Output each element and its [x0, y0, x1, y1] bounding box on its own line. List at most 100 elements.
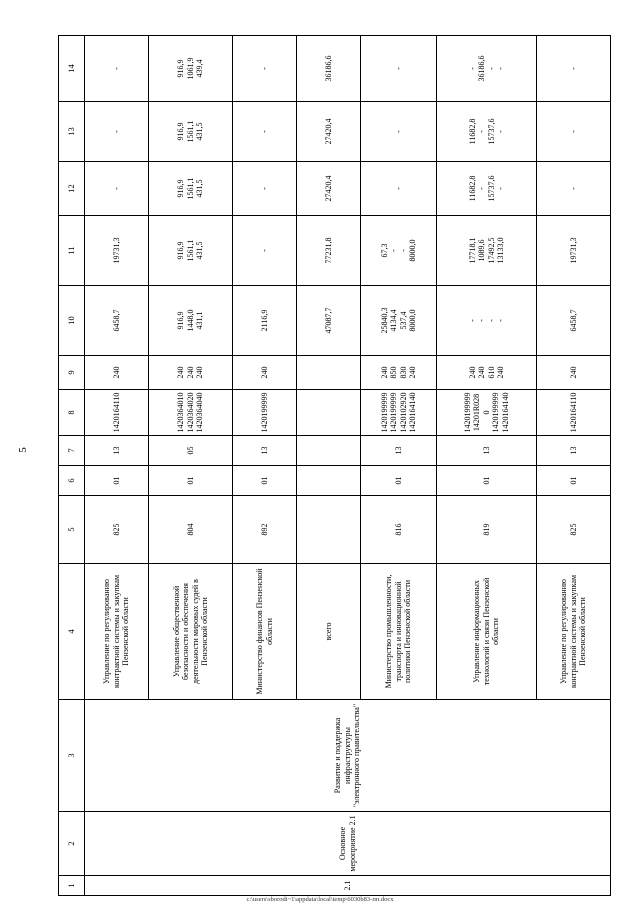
- cell-executor: Управление по регулированию контрактной …: [84, 563, 149, 700]
- column-number-header: 3: [58, 699, 85, 812]
- cell-vr: 240: [232, 355, 297, 390]
- cell-amount: 19731,3: [536, 215, 611, 286]
- cell-amount: 11682,8 - 15737,6 -: [436, 161, 537, 216]
- cell-vr: 240 240 240: [148, 355, 233, 390]
- cell-rz: 01: [436, 465, 537, 496]
- column-number-header: 14: [58, 35, 85, 102]
- cell-csr: 1420199999: [232, 389, 297, 436]
- cell-vr: [296, 355, 361, 390]
- column-number-header: 13: [58, 101, 85, 162]
- header-row: 1 2 3 4 5 6 7 8 9 10 11 12 13 14: [58, 35, 85, 896]
- cell-grbs: [296, 495, 361, 564]
- cell-pr: 13: [232, 435, 297, 466]
- cell-amount: 916,9 1561,1 431,5: [148, 161, 233, 216]
- cell-rz: 01: [536, 465, 611, 496]
- cell-pr: [296, 435, 361, 466]
- cell-vr: 240 850 830 240: [360, 355, 437, 390]
- cell-grbs: 816: [360, 495, 437, 564]
- cell-pr: 13: [436, 435, 537, 466]
- column-number-header: 6: [58, 465, 85, 496]
- cell-amount: 25840,3 4134,4 537,4 8000,0: [360, 285, 437, 356]
- cell-amount: -: [84, 101, 149, 162]
- cell-grbs: 819: [436, 495, 537, 564]
- cell-amount: 17718,1 1089,6 17492,5 13133,0: [436, 215, 537, 286]
- cell-measure-title: Основное мероприятие 2.1: [84, 811, 611, 876]
- cell-amount-total: 27420,4: [296, 101, 361, 162]
- cell-csr: 1420364010 1420364020 1420364040: [148, 389, 233, 436]
- column-number-header: 12: [58, 161, 85, 216]
- cell-amount: 6458,7: [536, 285, 611, 356]
- cell-csr: 1420199999 1420199999 1420102920 1420164…: [360, 389, 437, 436]
- cell-amount: 916,9 1561,1 431,5: [148, 101, 233, 162]
- cell-grbs: 825: [84, 495, 149, 564]
- cell-executor: Министерство финансов Пензенской области: [232, 563, 297, 700]
- rotated-table-wrapper: 1 2 3 4 5 6 7 8 9 10 11 12 13 14 2.1 Осн…: [58, 34, 612, 896]
- column-number-header: 8: [58, 389, 85, 436]
- cell-executor: Управление по регулированию контрактной …: [536, 563, 611, 700]
- cell-executor: Министерство промышленности, транспорта …: [360, 563, 437, 700]
- cell-rz: 01: [232, 465, 297, 496]
- cell-item-number: 2.1: [84, 875, 611, 896]
- cell-amount: 19731,3: [84, 215, 149, 286]
- column-number-header: 7: [58, 435, 85, 466]
- cell-executor: Управление информационных технологий и с…: [436, 563, 537, 700]
- table-row: 2.1 Основное мероприятие 2.1 Развитие и …: [84, 35, 611, 896]
- cell-amount: 6458,7: [84, 285, 149, 356]
- cell-pr: 13: [360, 435, 437, 466]
- column-number-header: 2: [58, 811, 85, 876]
- cell-csr: 1420199999 14201R0280 1420199999 1420164…: [436, 389, 537, 436]
- cell-pr: 13: [84, 435, 149, 466]
- cell-vr: 240 240 610 240: [436, 355, 537, 390]
- cell-amount: -: [360, 35, 437, 102]
- cell-amount: -: [84, 161, 149, 216]
- column-number-header: 5: [58, 495, 85, 564]
- cell-grbs: 825: [536, 495, 611, 564]
- cell-amount: 916,9 1448,0 431,1: [148, 285, 233, 356]
- cell-measure-description: Развитие и поддержка инфраструктуры "эле…: [84, 699, 611, 812]
- cell-rz: 01: [84, 465, 149, 496]
- cell-amount: -: [232, 161, 297, 216]
- page-number: 5: [16, 447, 29, 453]
- cell-rz: 01: [148, 465, 233, 496]
- cell-amount: 67,3 - - 8000,0: [360, 215, 437, 286]
- column-number-header: 11: [58, 215, 85, 286]
- cell-amount: -: [232, 35, 297, 102]
- cell-amount: - - - -: [436, 285, 537, 356]
- cell-amount-total: 36186,6: [296, 35, 361, 102]
- cell-amount-total: 27420,4: [296, 161, 361, 216]
- cell-executor-total: всего: [296, 563, 361, 700]
- cell-csr: 1420164110: [536, 389, 611, 436]
- cell-amount: -: [360, 161, 437, 216]
- cell-amount: -: [360, 101, 437, 162]
- cell-amount: -: [536, 35, 611, 102]
- cell-grbs: 892: [232, 495, 297, 564]
- cell-pr: 13: [536, 435, 611, 466]
- cell-csr: 1420164110: [84, 389, 149, 436]
- cell-pr: 05: [148, 435, 233, 466]
- cell-amount: 11682,8 - 15737,6 -: [436, 101, 537, 162]
- cell-rz: 01: [360, 465, 437, 496]
- cell-amount: -: [232, 101, 297, 162]
- cell-amount: - 36186,6 - -: [436, 35, 537, 102]
- cell-amount-total: 77231,8: [296, 215, 361, 286]
- cell-amount: 916,9 1061,9 439,4: [148, 35, 233, 102]
- budget-table: 1 2 3 4 5 6 7 8 9 10 11 12 13 14 2.1 Осн…: [58, 35, 611, 896]
- cell-amount: -: [232, 215, 297, 286]
- cell-amount: -: [536, 101, 611, 162]
- cell-rz: [296, 465, 361, 496]
- cell-amount: -: [84, 35, 149, 102]
- column-number-header: 9: [58, 355, 85, 390]
- cell-amount: -: [536, 161, 611, 216]
- cell-grbs: 804: [148, 495, 233, 564]
- cell-csr: [296, 389, 361, 436]
- column-number-header: 10: [58, 285, 85, 356]
- cell-amount: 916,9 1561,1 431,5: [148, 215, 233, 286]
- cell-vr: 240: [84, 355, 149, 390]
- document-file-path: c:\users\sborodi~1\appdata\local\temp\60…: [246, 896, 394, 903]
- cell-amount: 2116,9: [232, 285, 297, 356]
- cell-amount-total: 47087,7: [296, 285, 361, 356]
- cell-executor: Управление общественной безопасности и о…: [148, 563, 233, 700]
- column-number-header: 4: [58, 563, 85, 700]
- cell-vr: 240: [536, 355, 611, 390]
